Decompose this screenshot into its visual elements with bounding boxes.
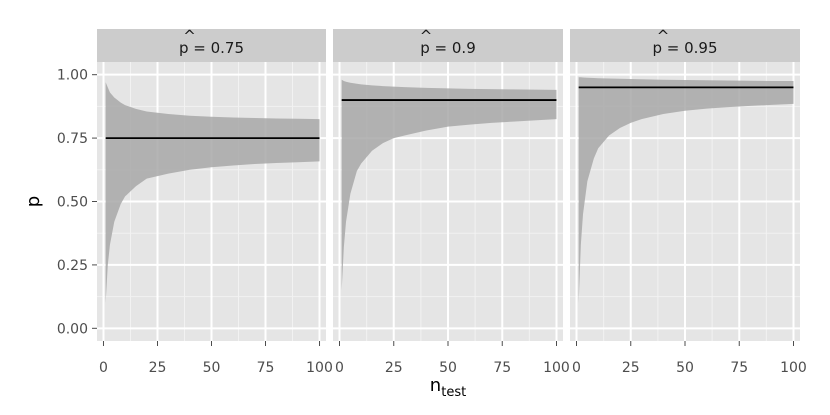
y-tick-label: 1.00 [57, 68, 88, 84]
y-tick-label: 0.25 [57, 258, 88, 274]
facet-strip [97, 29, 326, 62]
x-tick-label: 100 [543, 360, 570, 376]
x-tick-label: 100 [780, 360, 807, 376]
x-tick-label: 25 [622, 360, 640, 376]
x-tick-label: 25 [149, 360, 167, 376]
x-tick-label: 0 [99, 360, 108, 376]
x-tick-label: 0 [335, 360, 344, 376]
x-axis-title: ntest [430, 375, 466, 400]
x-tick-label: 75 [493, 360, 511, 376]
facet-panel: p = 0.9^ 0 25 50 75 100 [333, 27, 570, 376]
facet-strip-label: p = 0.9 [420, 39, 476, 57]
facet-panel: p = 0.75^ 0 25 50 75 100 [97, 27, 333, 376]
facet-strip [333, 29, 563, 62]
y-axis-title: p [23, 196, 44, 207]
x-tick-label: 25 [385, 360, 403, 376]
hat-glyph: ^ [183, 27, 196, 45]
x-tick-label: 100 [306, 360, 333, 376]
facet-strip [570, 29, 800, 62]
y-tick-label: 0.75 [57, 131, 88, 147]
facet-panel: p = 0.95^ 0 25 50 75 100 [570, 27, 807, 376]
y-tick-label: 0.00 [57, 321, 88, 337]
x-tick-label: 75 [730, 360, 748, 376]
hat-glyph: ^ [420, 27, 433, 45]
confidence-band [578, 77, 794, 303]
x-tick-label: 50 [439, 360, 457, 376]
x-tick-label: 0 [572, 360, 581, 376]
x-tick-label: 50 [203, 360, 221, 376]
x-tick-label: 75 [257, 360, 275, 376]
y-tick-label: 0.50 [57, 195, 88, 211]
confidence-band [341, 79, 557, 291]
facet-strip-label: p = 0.75 [179, 39, 244, 57]
hat-glyph: ^ [657, 27, 670, 45]
facet-strip-label: p = 0.95 [652, 39, 717, 57]
x-tick-label: 50 [676, 360, 694, 376]
